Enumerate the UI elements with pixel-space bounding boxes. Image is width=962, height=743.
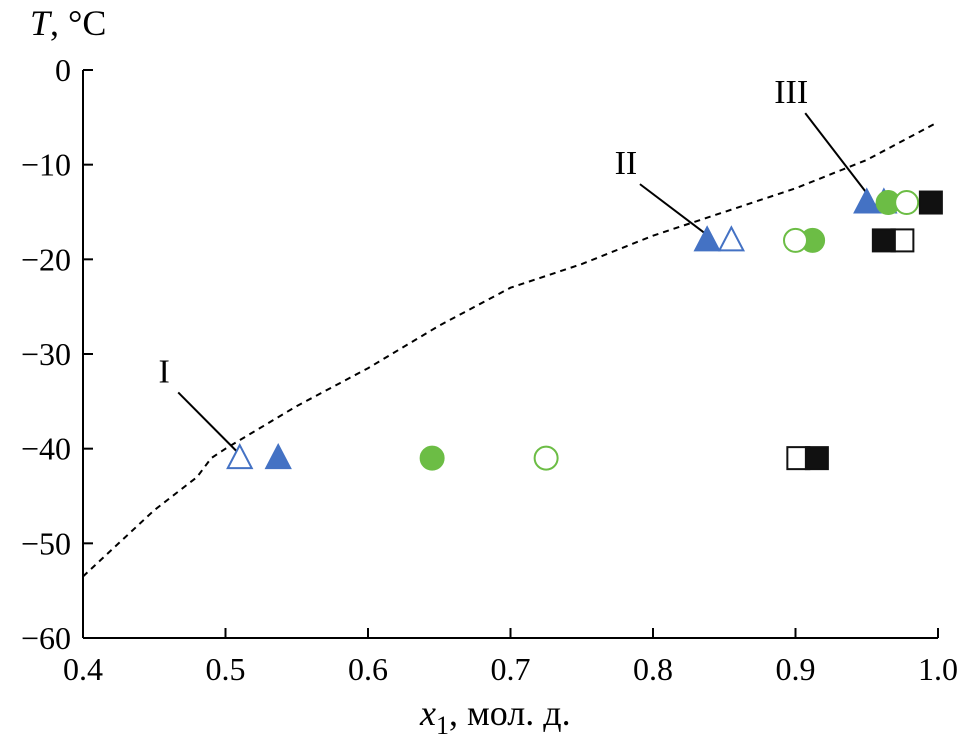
y-tick-label: −20 [21,241,71,277]
liquidus-dashed-line [82,121,939,578]
y-tick-label: 0 [55,52,71,88]
y-tick-label: −60 [21,620,71,656]
open-triangle-marker [717,225,746,252]
filled-triangle-marker [853,187,881,214]
open-circle-marker [894,190,920,216]
axes: 0.4 0.5 0.6 0.7 0.8 0.9 1.0 0 −10 −20 −30 −40 −50 −6… [21,52,958,687]
y-tick-label: −30 [21,336,71,372]
x-axis-label-var: x [419,693,436,733]
y-ticks: 0 −10 −20 −30 −40 −50 −60 [21,52,93,656]
y-tick-label: −50 [21,525,71,561]
x-tick-label: 0.8 [633,651,673,687]
x-tick-label: 0.9 [776,651,816,687]
x-ticks: 0.4 0.5 0.6 0.7 0.8 0.9 1.0 [63,628,958,687]
open-circle-marker [533,445,559,471]
x-axis-label-unit: , мол. д. [449,693,571,733]
x-tick-label: 0.6 [348,651,388,687]
y-axis-label: T, °C [30,3,106,43]
x-tick-label: 0.7 [491,651,531,687]
annotation-label: I [159,353,170,390]
y-axis-label-var: T [30,3,53,43]
open-circle-marker [783,227,808,253]
filled-square-marker [918,190,943,215]
filled-triangle-marker [264,442,292,470]
annotation-leader-line [639,183,705,234]
y-tick-label: −40 [21,431,71,467]
annotation-leader-line [177,391,238,453]
annotation-label: II [615,145,638,182]
y-axis-label-unit: , °C [50,3,106,43]
x-axis-label: x1, мол. д. [419,693,571,740]
x-tick-label: 0.5 [206,651,246,687]
filled-square-marker [804,446,829,471]
x-tick-label: 0.4 [63,651,103,687]
annotation-label: III [774,74,808,111]
x-tick-label: 1.0 [918,651,958,687]
filled-triangle-marker [693,225,721,252]
filled-circle-marker [419,445,445,471]
x-axis-label-subscript: 1 [436,711,449,740]
annotation-leader-line [804,112,871,198]
filled-square-marker [871,228,896,253]
data-markers [226,187,943,471]
open-triangle-marker [226,442,254,470]
y-tick-label: −10 [21,147,71,183]
